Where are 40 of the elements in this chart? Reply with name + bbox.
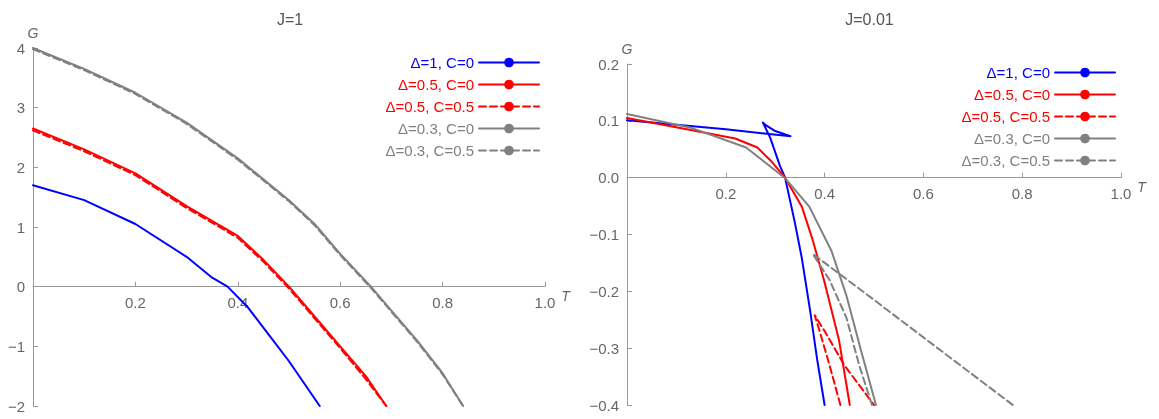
x-tick-label: 0.4 xyxy=(814,184,836,202)
legend-label: Δ=0.3, C=0.5 xyxy=(961,152,1050,169)
y-tick-label: 4 xyxy=(16,39,25,57)
line-series xyxy=(32,184,321,407)
y-axis-title: G xyxy=(27,25,39,41)
y-tick-label: 0.2 xyxy=(598,55,619,73)
x-tick-label: 0.6 xyxy=(912,184,934,202)
y-axis-title: G xyxy=(621,41,633,57)
y-tick-label: 0 xyxy=(16,278,25,296)
y-tick-label: −2 xyxy=(7,397,25,415)
legend-label: Δ=0.5, C=0 xyxy=(974,86,1050,103)
y-tick-label: 3 xyxy=(16,99,25,117)
legend-label: Δ=0.3, C=0 xyxy=(974,130,1050,147)
legend-label: Δ=0.3, C=0.5 xyxy=(385,142,474,159)
y-tick-label: −0.4 xyxy=(589,396,619,414)
x-tick-label: 1.0 xyxy=(1110,184,1132,202)
y-tick-label: −0.1 xyxy=(589,226,619,243)
x-axis-title: T xyxy=(561,287,572,304)
chart-title: J=0.01 xyxy=(845,10,894,28)
legend-label: Δ=0.5, C=0.5 xyxy=(961,108,1050,125)
x-tick-label: 0.8 xyxy=(1011,184,1033,202)
y-tick-label: 0.0 xyxy=(598,169,619,187)
x-tick-label: 0.2 xyxy=(715,184,737,202)
y-tick-label: −1 xyxy=(7,337,25,355)
y-tick-label: 1 xyxy=(16,218,25,236)
legend-label: Δ=1, C=0 xyxy=(410,54,474,71)
chart-title: J=1 xyxy=(276,10,304,28)
x-tick-label: 0.6 xyxy=(329,293,351,311)
legend-label: Δ=0.5, C=0.5 xyxy=(385,98,474,115)
y-tick-label: 0.1 xyxy=(598,112,619,130)
x-tick-label: 0.2 xyxy=(124,293,146,311)
y-tick-label: −0.3 xyxy=(589,339,619,357)
y-tick-label: −0.2 xyxy=(589,282,619,300)
x-axis-title: T xyxy=(1137,178,1148,195)
x-tick-label: 1.0 xyxy=(534,293,556,311)
x-tick-label: 0.8 xyxy=(432,293,454,311)
legend-label: Δ=1, C=0 xyxy=(986,64,1050,81)
legend-label: Δ=0.3, C=0 xyxy=(398,120,474,137)
legend-label: Δ=0.5, C=0 xyxy=(398,76,474,93)
y-tick-label: 2 xyxy=(16,158,25,176)
